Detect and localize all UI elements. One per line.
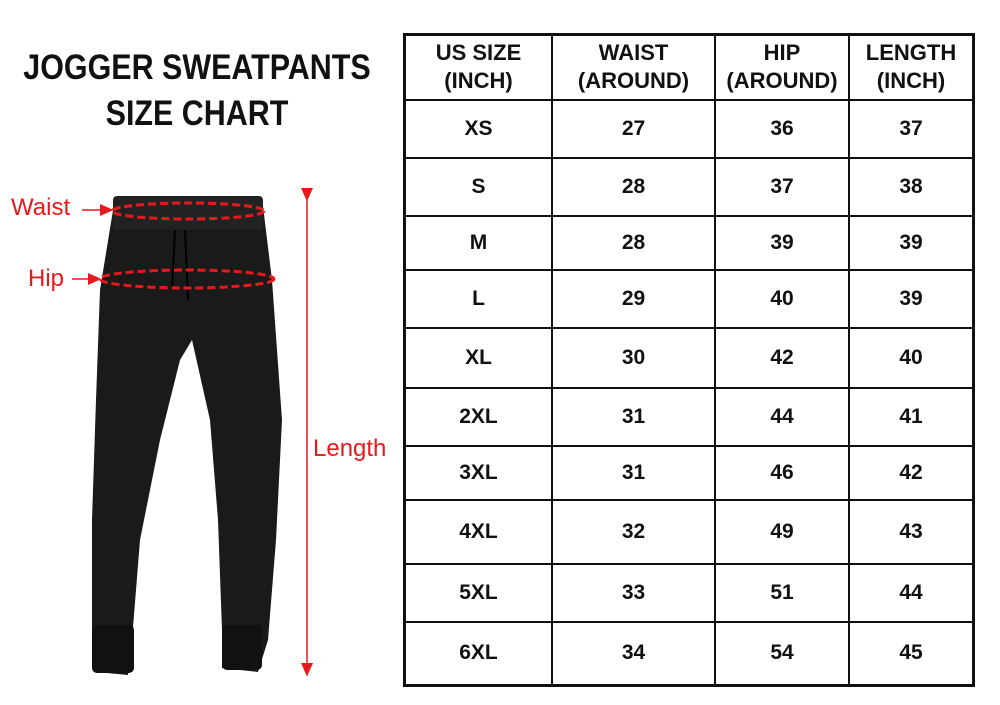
cell-waist: 30 [551, 326, 716, 389]
waist-label: Waist [11, 194, 71, 221]
cell-length: 38 [848, 156, 975, 217]
table-row: 3XL 31 46 42 [403, 444, 975, 501]
pants-image [92, 196, 282, 675]
cell-hip: 39 [714, 214, 850, 271]
cell-length: 43 [848, 498, 975, 565]
cell-size: XS [403, 98, 553, 159]
header-line2: (INCH) [876, 68, 946, 94]
cell-hip: 54 [714, 620, 850, 687]
cell-size: S [403, 156, 553, 217]
table-row: XL 30 42 40 [403, 326, 975, 389]
size-table: US SIZE (INCH) WAIST (AROUND) HIP (AROUND) … [403, 33, 975, 687]
table-row: 2XL 31 44 41 [403, 386, 975, 447]
header-line1: HIP [763, 40, 801, 66]
cell-waist: 28 [551, 156, 716, 217]
cell-length: 42 [848, 444, 975, 501]
hip-marker [98, 268, 276, 290]
header-line1: LENGTH [865, 40, 957, 66]
cell-length: 37 [848, 98, 975, 159]
table-row: M 28 39 39 [403, 214, 975, 271]
header-line2: (INCH) [444, 68, 513, 94]
cell-length: 41 [848, 386, 975, 447]
cell-waist: 31 [551, 444, 716, 501]
cell-waist: 31 [551, 386, 716, 447]
cell-length: 44 [848, 562, 975, 623]
table-row: 6XL 34 54 45 [403, 620, 975, 687]
cell-size: 3XL [403, 444, 553, 501]
cell-size: XL [403, 326, 553, 389]
cell-waist: 29 [551, 268, 716, 329]
cell-size: L [403, 268, 553, 329]
cell-hip: 37 [714, 156, 850, 217]
hip-label: Hip [28, 265, 65, 292]
cell-length: 39 [848, 268, 975, 329]
table-row: L 29 40 39 [403, 268, 975, 329]
cell-waist: 32 [551, 498, 716, 565]
cell-size: 5XL [403, 562, 553, 623]
cell-hip: 42 [714, 326, 850, 389]
header-line1: US SIZE [435, 40, 522, 66]
header-line1: WAIST [598, 40, 669, 66]
cell-hip: 49 [714, 498, 850, 565]
cell-size: 4XL [403, 498, 553, 565]
header-hip: HIP (AROUND) [714, 33, 850, 101]
cell-waist: 27 [551, 98, 716, 159]
table-row: S 28 37 38 [403, 156, 975, 217]
cell-waist: 34 [551, 620, 716, 687]
header-waist: WAIST (AROUND) [551, 33, 716, 101]
cell-hip: 40 [714, 268, 850, 329]
pants-illustration [72, 188, 313, 677]
cell-size: 2XL [403, 386, 553, 447]
cell-hip: 44 [714, 386, 850, 447]
header-line2: (AROUND) [577, 68, 690, 94]
cell-size: M [403, 214, 553, 271]
waist-marker [110, 201, 266, 221]
cell-waist: 33 [551, 562, 716, 623]
cell-length: 39 [848, 214, 975, 271]
cell-hip: 36 [714, 98, 850, 159]
table-row: 4XL 32 49 43 [403, 498, 975, 565]
header-length: LENGTH (INCH) [848, 33, 975, 101]
cell-hip: 46 [714, 444, 850, 501]
header-us-size: US SIZE (INCH) [403, 33, 553, 101]
table-row: 5XL 33 51 44 [403, 562, 975, 623]
header-line2: (AROUND) [726, 68, 838, 94]
chart-title-line1: JOGGER SWEATPANTS [23, 48, 371, 87]
cell-waist: 28 [551, 214, 716, 271]
length-label: Length [313, 435, 387, 462]
cell-length: 45 [848, 620, 975, 687]
table-header-row: US SIZE (INCH) WAIST (AROUND) HIP (AROUND) … [403, 33, 975, 101]
cell-size: 6XL [403, 620, 553, 687]
chart-title-line2: SIZE CHART [105, 94, 289, 133]
table-row: XS 27 36 37 [403, 98, 975, 159]
cell-length: 40 [848, 326, 975, 389]
cell-hip: 51 [714, 562, 850, 623]
